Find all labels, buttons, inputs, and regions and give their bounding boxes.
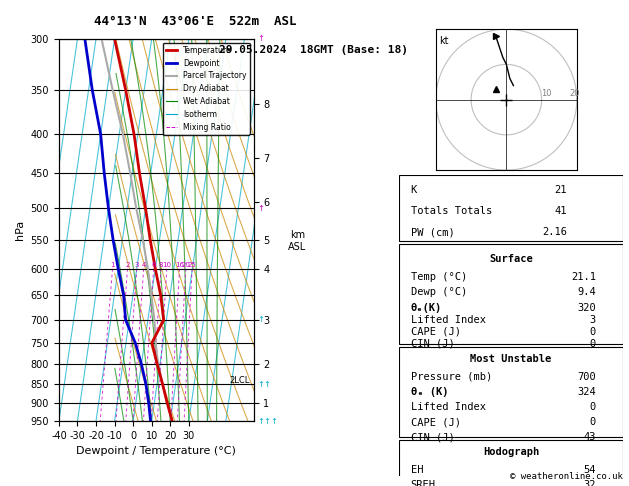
Text: 3: 3 [135,262,139,268]
Text: Lifted Index: Lifted Index [411,314,486,325]
Bar [399,244,623,344]
Text: SREH: SREH [411,480,435,486]
Text: 44°13'N  43°06'E  522m  ASL: 44°13'N 43°06'E 522m ASL [94,15,296,28]
Text: 16: 16 [175,262,184,268]
Text: ↑: ↑ [258,35,265,43]
Text: CAPE (J): CAPE (J) [411,327,460,337]
Text: PW (cm): PW (cm) [411,227,454,237]
Text: 2.16: 2.16 [542,227,567,237]
Text: K: K [411,185,417,195]
Text: Totals Totals: Totals Totals [411,206,492,216]
Text: 324: 324 [577,387,596,397]
Text: 6: 6 [152,262,156,268]
Text: 9.4: 9.4 [577,288,596,297]
Text: kt: kt [438,36,448,46]
Text: 21: 21 [554,185,567,195]
Text: Dewp (°C): Dewp (°C) [411,288,467,297]
Text: CIN (J): CIN (J) [411,432,454,442]
Text: 700: 700 [577,372,596,382]
Text: 3: 3 [589,314,596,325]
Legend: Temperature, Dewpoint, Parcel Trajectory, Dry Adiabat, Wet Adiabat, Isotherm, Mi: Temperature, Dewpoint, Parcel Trajectory… [163,43,250,135]
Text: 0: 0 [589,417,596,427]
Text: Lifted Index: Lifted Index [411,402,486,412]
Text: 320: 320 [577,303,596,312]
Text: Temp (°C): Temp (°C) [411,273,467,282]
Text: 10: 10 [162,262,171,268]
Bar [399,175,623,241]
Y-axis label: km
ASL: km ASL [288,230,306,252]
Bar [399,347,623,437]
Text: 4: 4 [142,262,146,268]
Bar [399,440,623,486]
Text: 21.1: 21.1 [571,273,596,282]
Text: 0: 0 [589,327,596,337]
Text: θₑ (K): θₑ (K) [411,387,448,397]
Y-axis label: hPa: hPa [15,220,25,240]
Text: 10: 10 [542,89,552,98]
Text: Hodograph: Hodograph [483,447,539,457]
Text: 43: 43 [584,432,596,442]
Text: EH: EH [411,465,423,475]
X-axis label: Dewpoint / Temperature (°C): Dewpoint / Temperature (°C) [76,447,237,456]
Text: 2LCL: 2LCL [230,376,250,385]
Text: 20: 20 [181,262,190,268]
Text: Pressure (mb): Pressure (mb) [411,372,492,382]
Text: ↑: ↑ [258,204,265,213]
Text: 20: 20 [570,89,581,98]
Text: CIN (J): CIN (J) [411,339,454,349]
Text: ↑: ↑ [258,315,265,324]
Text: 54: 54 [584,465,596,475]
Text: 29.05.2024  18GMT (Base: 18): 29.05.2024 18GMT (Base: 18) [219,45,408,54]
Text: CAPE (J): CAPE (J) [411,417,460,427]
Text: 25: 25 [188,262,196,268]
Text: 2: 2 [125,262,130,268]
Text: 0: 0 [589,402,596,412]
Text: 0: 0 [589,339,596,349]
Text: Surface: Surface [489,254,533,264]
Text: θₑ(K): θₑ(K) [411,303,442,312]
Text: 32: 32 [584,480,596,486]
Text: 41: 41 [554,206,567,216]
Text: 8: 8 [159,262,164,268]
Text: 1: 1 [110,262,114,268]
Text: Most Unstable: Most Unstable [470,354,552,364]
Text: © weatheronline.co.uk: © weatheronline.co.uk [510,472,623,481]
Text: ↑↑↑: ↑↑↑ [258,417,279,426]
Text: ↑↑: ↑↑ [258,380,272,389]
